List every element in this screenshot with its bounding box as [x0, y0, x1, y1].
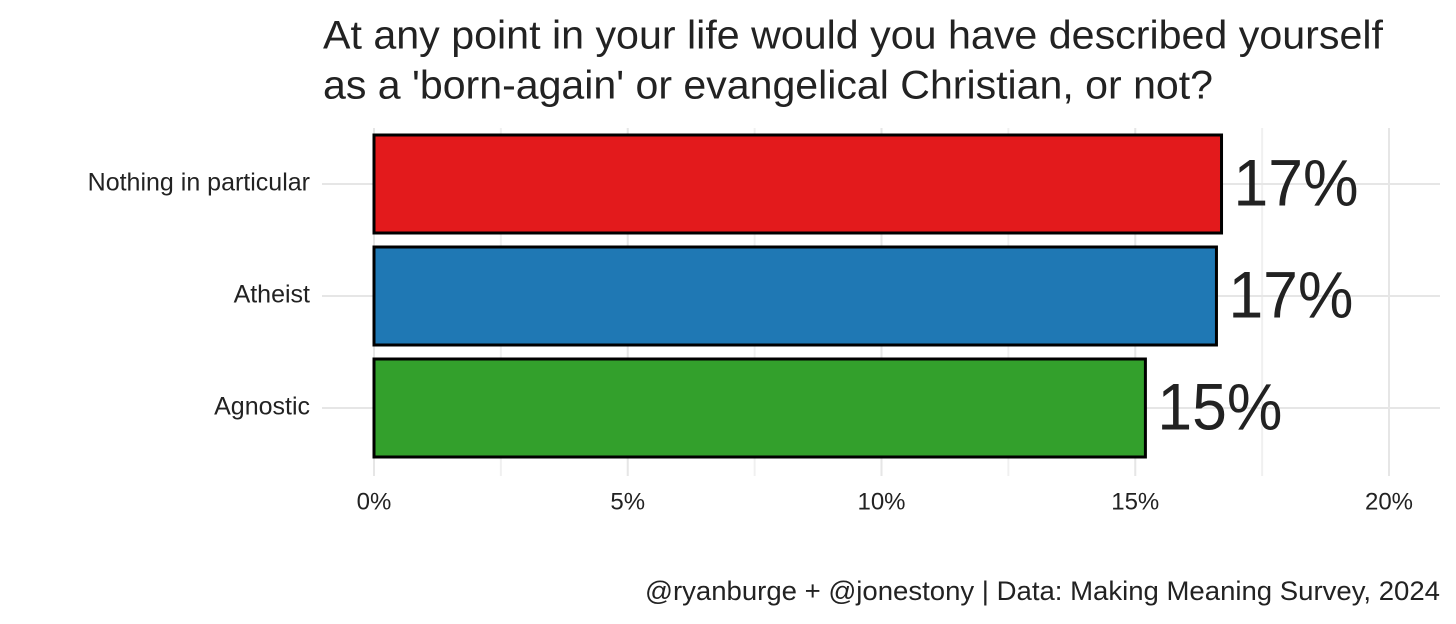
- x-tick-label: 0%: [357, 488, 392, 515]
- chart-title: as a 'born-again' or evangelical Christi…: [323, 64, 1213, 108]
- x-tick-label: 10%: [857, 488, 905, 515]
- y-tick-label: Atheist: [234, 281, 310, 309]
- x-tick-label: 5%: [610, 488, 645, 515]
- bar: [372, 245, 1218, 347]
- x-tick-label: 15%: [1111, 488, 1159, 515]
- value-label: 17%: [1234, 145, 1359, 219]
- value-label: 15%: [1157, 369, 1282, 443]
- bar: [372, 133, 1224, 235]
- chart-title: At any point in your life would you have…: [323, 14, 1384, 58]
- y-tick-label: Agnostic: [214, 393, 310, 421]
- caption: @ryanburge + @jonestony | Data: Making M…: [645, 576, 1440, 606]
- y-tick-label: Nothing in particular: [88, 169, 310, 197]
- bar: [372, 357, 1147, 459]
- value-label: 17%: [1228, 257, 1353, 331]
- x-tick-label: 20%: [1365, 488, 1413, 515]
